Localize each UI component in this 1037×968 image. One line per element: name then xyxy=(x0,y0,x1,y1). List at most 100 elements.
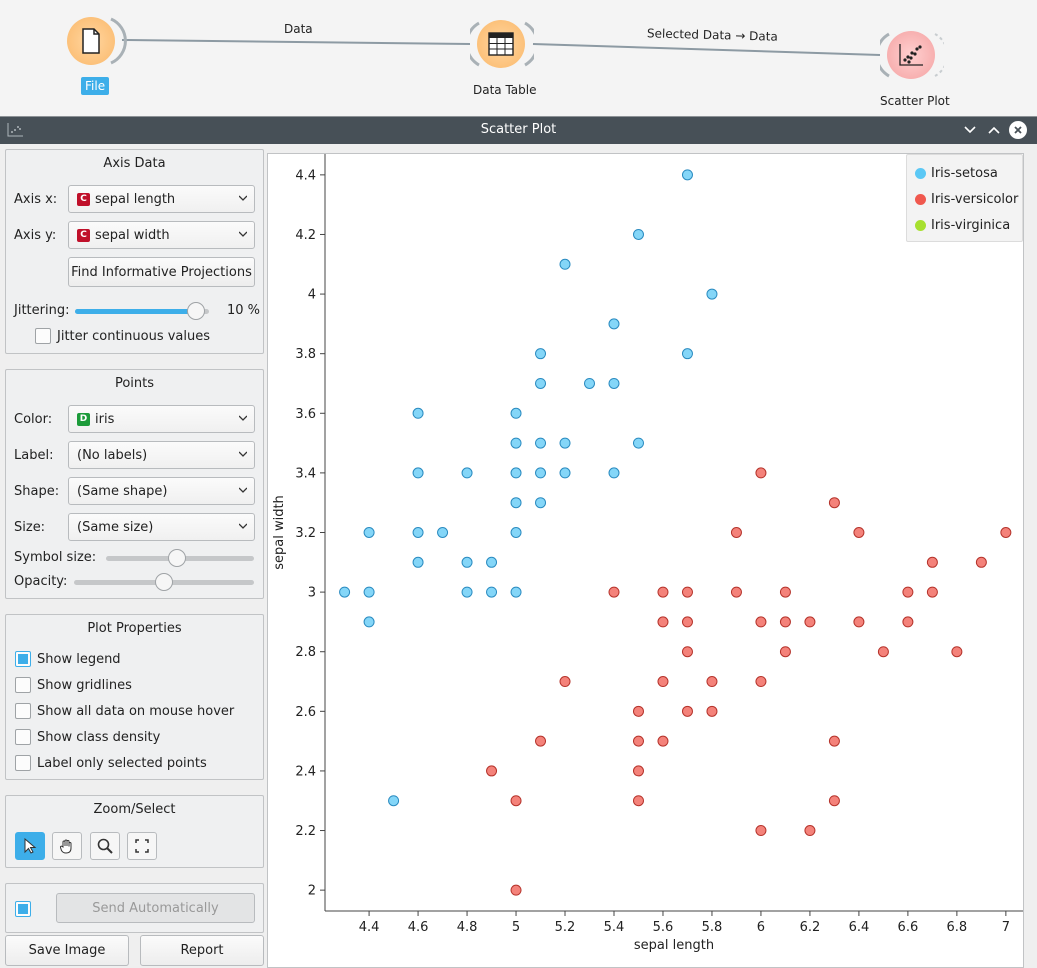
checkbox-box[interactable] xyxy=(15,755,31,771)
data-point xyxy=(681,169,693,181)
data-point xyxy=(755,825,767,837)
data-point xyxy=(730,527,742,538)
send-automatically-button[interactable]: Send Automatically xyxy=(56,893,255,923)
node-label-file[interactable]: File xyxy=(81,77,110,95)
data-point xyxy=(535,377,547,389)
node-ring xyxy=(880,28,944,82)
data-point xyxy=(510,467,522,479)
scatter-plot-window: Scatter Plot Axis Data Axis x: C sepal l… xyxy=(0,116,1037,968)
points-title: Points xyxy=(114,376,155,391)
pointer-icon[interactable] xyxy=(15,832,45,860)
size-combo[interactable]: (Same size) xyxy=(68,513,255,541)
x-tick-label: 6 xyxy=(757,920,765,935)
label-combo[interactable]: (No labels) xyxy=(68,441,255,469)
show-legend-checkbox[interactable]: Show legend xyxy=(15,651,121,667)
data-point xyxy=(412,467,424,479)
data-point xyxy=(681,646,693,658)
data-point xyxy=(853,527,865,538)
x-axis-label: sepal length xyxy=(634,938,714,953)
reset-zoom-icon[interactable] xyxy=(127,832,157,860)
data-point xyxy=(535,437,547,449)
data-point xyxy=(902,586,914,598)
show-gridlines-checkbox[interactable]: Show gridlines xyxy=(15,677,132,693)
y-tick-label: 2.8 xyxy=(295,645,316,660)
checkbox-box[interactable] xyxy=(15,729,31,745)
workflow-links xyxy=(121,39,881,56)
link-datatable-scatterplot[interactable] xyxy=(532,43,881,56)
scatter-chart[interactable]: 4.4 4.6 4.8 5 5.2 5.4 5.6 5.8 6 6.2 6.4 6.6 6.8 7 2 2.2… xyxy=(268,154,1025,968)
save-image-button[interactable]: Save Image xyxy=(5,935,129,966)
checkbox-box[interactable] xyxy=(15,901,31,917)
y-tick-label: 2.6 xyxy=(295,705,316,720)
data-point xyxy=(510,586,522,598)
x-tick-label: 5.8 xyxy=(702,920,723,935)
data-point xyxy=(657,735,669,747)
show-class-density-label: Show class density xyxy=(37,729,161,745)
continuous-badge-icon: C xyxy=(77,192,90,206)
checkbox-box[interactable] xyxy=(15,703,31,719)
axis-y-value: sepal width xyxy=(95,227,170,243)
show-all-data-checkbox[interactable]: Show all data on mouse hover xyxy=(15,703,234,719)
y-tick-label: 2.2 xyxy=(295,824,316,839)
workflow-canvas[interactable]: Data Selected Data → Data File Data Tabl… xyxy=(0,0,1037,116)
data-point xyxy=(535,497,547,509)
node-data-table[interactable] xyxy=(470,17,534,71)
data-point xyxy=(828,735,840,747)
legend-label: Iris-virginica xyxy=(931,218,1011,233)
label-only-selected-checkbox[interactable]: Label only selected points xyxy=(15,755,207,771)
data-point xyxy=(608,586,620,598)
slider-handle[interactable] xyxy=(155,573,173,591)
opacity-slider[interactable] xyxy=(74,572,254,592)
color-combo[interactable]: D iris xyxy=(68,405,255,433)
link-file-datatable[interactable] xyxy=(121,39,471,45)
axis-y-label: Axis y: xyxy=(14,228,57,243)
jitter-continuous-checkbox[interactable]: Jitter continuous values xyxy=(35,328,210,344)
checkbox-box[interactable] xyxy=(35,328,51,344)
data-point xyxy=(608,318,620,330)
symbol-size-slider[interactable] xyxy=(106,548,254,568)
axis-y-combo[interactable]: C sepal width xyxy=(68,221,255,249)
maximize-icon[interactable] xyxy=(985,121,1003,139)
data-point xyxy=(632,437,644,449)
data-point xyxy=(363,527,375,538)
label-only-selected-label: Label only selected points xyxy=(37,755,207,771)
slider-handle[interactable] xyxy=(168,549,187,567)
pan-hand-icon[interactable] xyxy=(52,832,82,860)
shape-combo[interactable]: (Same shape) xyxy=(68,477,255,505)
minimize-icon[interactable] xyxy=(961,121,979,139)
send-automatically-checkbox[interactable] xyxy=(15,901,37,917)
data-point xyxy=(584,377,596,389)
close-icon[interactable] xyxy=(1009,121,1027,139)
find-informative-projections-button[interactable]: Find Informative Projections xyxy=(68,257,255,287)
y-axis-label: sepal width xyxy=(272,495,287,570)
data-point xyxy=(779,616,791,628)
scatter-plot-area[interactable]: 4.4 4.6 4.8 5 5.2 5.4 5.6 5.8 6 6.2 6.4 6.6 6.8 7 2 2.2… xyxy=(267,153,1024,968)
window-titlebar[interactable]: Scatter Plot xyxy=(0,117,1037,144)
show-gridlines-label: Show gridlines xyxy=(37,677,132,693)
data-point xyxy=(681,616,693,628)
report-button[interactable]: Report xyxy=(140,935,264,966)
axis-x-combo[interactable]: C sepal length xyxy=(68,185,255,213)
points-box: Points Color: D iris Label: (No labels) … xyxy=(5,369,264,599)
checkbox-box[interactable] xyxy=(15,677,31,693)
slider-handle[interactable] xyxy=(186,302,205,320)
data-point xyxy=(461,586,473,598)
data-table-icon xyxy=(477,20,525,68)
x-tick-label: 5.2 xyxy=(555,920,576,935)
node-label-data-table[interactable]: Data Table xyxy=(473,83,537,97)
data-point xyxy=(412,407,424,419)
zoom-icon[interactable] xyxy=(90,832,120,860)
data-point xyxy=(804,616,816,628)
data-point xyxy=(535,467,547,479)
checkbox-box[interactable] xyxy=(15,651,31,667)
node-label-scatter-plot[interactable]: Scatter Plot xyxy=(880,94,950,108)
data-point xyxy=(510,437,522,449)
show-class-density-checkbox[interactable]: Show class density xyxy=(15,729,160,745)
node-file[interactable] xyxy=(67,14,127,68)
chart-legend: Iris-setosa Iris-versicolor Iris-virgini… xyxy=(906,154,1023,242)
data-point xyxy=(632,795,644,807)
node-scatter-plot[interactable] xyxy=(880,28,944,82)
legend-label: Iris-setosa xyxy=(931,166,998,181)
jittering-slider[interactable] xyxy=(75,301,209,321)
x-tick-label: 5.6 xyxy=(653,920,674,935)
